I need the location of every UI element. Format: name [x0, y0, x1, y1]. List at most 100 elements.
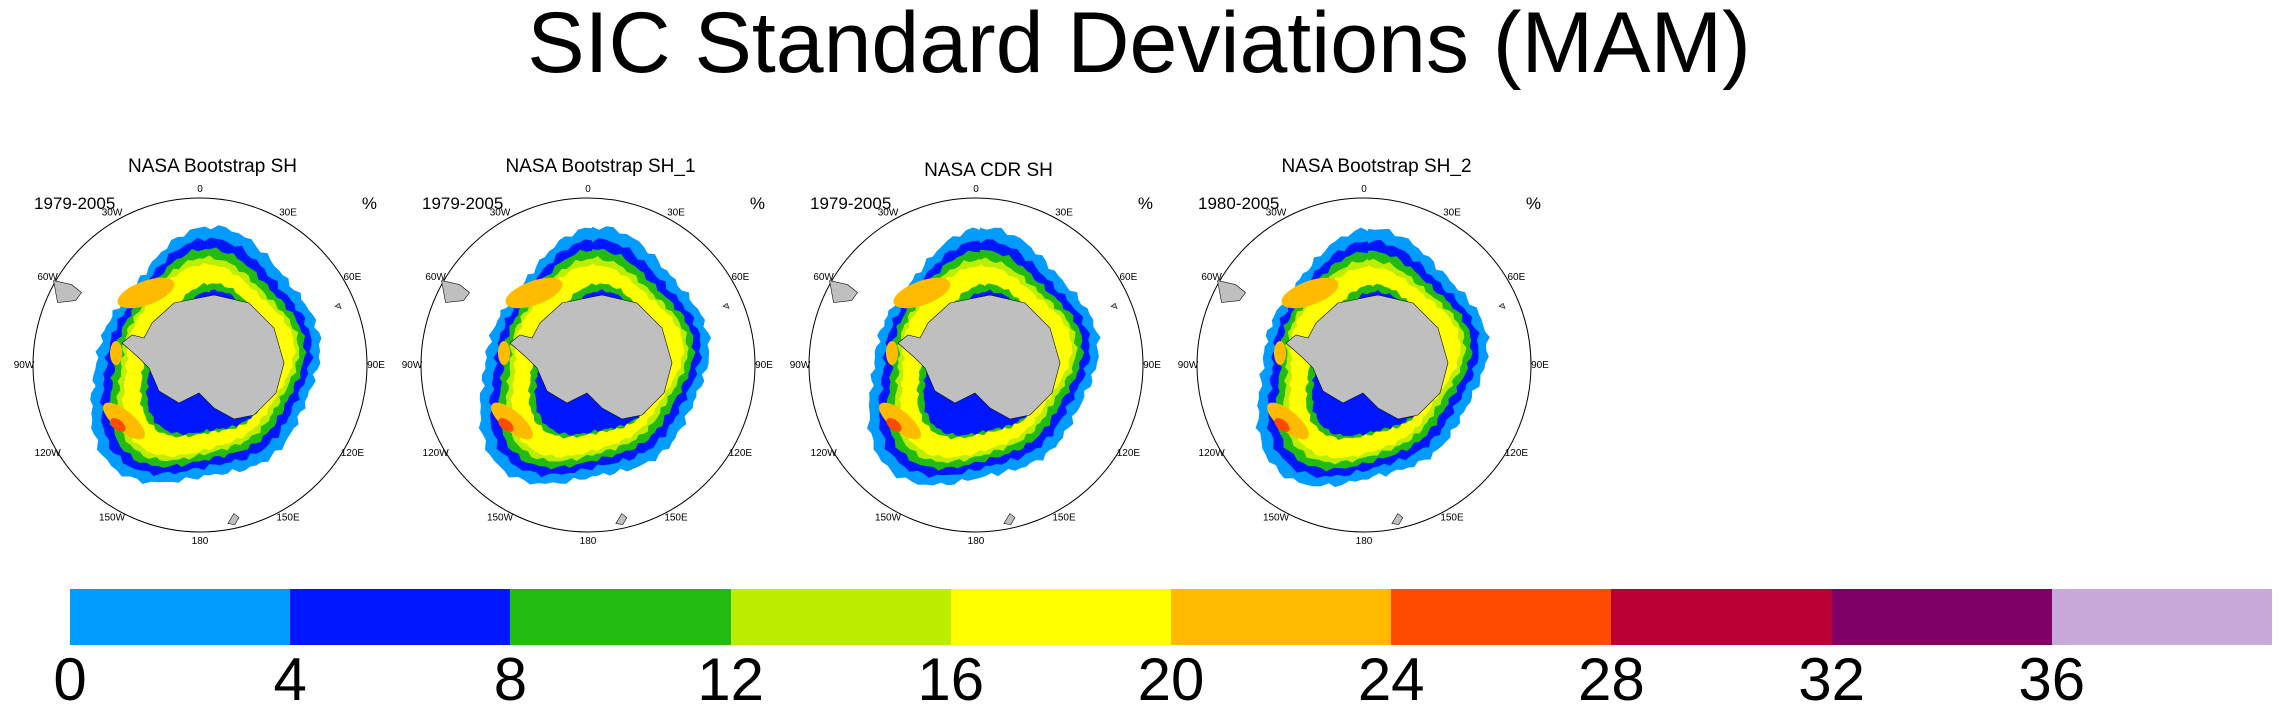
colorbar-tick-label: 32: [1798, 646, 1865, 713]
longitude-label: 120E: [341, 448, 365, 459]
longitude-label: 60E: [1508, 272, 1526, 283]
antarctica-land: [897, 294, 1061, 420]
map-panel-bootstrap-sh-1: NASA Bootstrap SH_1 1979-2005 % 0 30E 60E 9…: [402, 150, 793, 555]
longitude-label: 30E: [279, 208, 297, 219]
longitude-label: 30E: [1443, 208, 1461, 219]
longitude-label: 120W: [811, 448, 838, 459]
south-america-land: [1217, 280, 1246, 303]
kerguelen-island: [1110, 302, 1118, 309]
longitude-label: 150W: [99, 512, 126, 523]
south-america-land: [53, 280, 82, 303]
longitude-label: 180: [192, 536, 209, 547]
polar-stereographic-map: 0 30E 60E 90E 120E 150E 180 150W 120W 90W 60W 30W: [790, 184, 1162, 547]
longitude-label: 30E: [667, 208, 685, 219]
panel-period: 1979-2005: [422, 194, 504, 213]
longitude-label: 90W: [402, 360, 423, 371]
sea-ice-hotspot: [1281, 277, 1339, 309]
antarctica-land: [1285, 294, 1449, 420]
longitude-label: 60W: [37, 272, 58, 283]
panel-title: NASA Bootstrap SH_1: [505, 156, 696, 177]
panel-period: 1979-2005: [810, 194, 892, 213]
longitude-label: 90E: [1143, 360, 1161, 371]
longitude-label: 0: [585, 184, 591, 195]
sea-ice-hotspot: [103, 402, 145, 440]
polar-stereographic-map: 0 30E 60E 90E 120E 150E 180 150W 120W 90W 60W 30W: [1178, 184, 1550, 547]
sea-ice-hotspot: [498, 341, 510, 365]
colorbar-segment: [70, 589, 291, 645]
panel-units: %: [1137, 194, 1153, 213]
colorbar-segment: [290, 589, 511, 645]
panel-title: NASA CDR SH: [924, 160, 1053, 181]
longitude-label: 60W: [1201, 272, 1222, 283]
colorbar-tick-label: 0: [53, 646, 87, 713]
polar-stereographic-map: 0 30E 60E 90E 120E 150E 180 150W 120W 90W 60W 30W: [402, 184, 774, 547]
new-zealand-land: [615, 513, 628, 525]
antarctica-land: [509, 294, 673, 420]
colorbar-segment: [1831, 589, 2053, 645]
polar-stereographic-map: 0 30E 60E 90E 120E 150E 180 150W 120W 90W 60W 30W: [14, 184, 386, 547]
colorbar-tick-label: 28: [1578, 646, 1645, 713]
sea-ice-hotspot: [505, 277, 563, 309]
sea-ice-hotspot: [1274, 418, 1290, 432]
panel-title: NASA Bootstrap SH: [128, 156, 297, 177]
longitude-label: 150W: [487, 512, 514, 523]
panel-units: %: [361, 194, 377, 213]
colorbar-tick-label: 36: [2018, 646, 2086, 713]
sea-ice-hotspot: [110, 418, 126, 432]
colorbar-segment: [2051, 589, 2273, 645]
longitude-label: 150W: [1263, 512, 1290, 523]
longitude-label: 120E: [1505, 448, 1529, 459]
longitude-label: 30W: [490, 208, 511, 219]
south-america-land: [829, 280, 858, 303]
sea-ice-hotspot: [886, 341, 898, 365]
map-panel-bootstrap-sh: NASA Bootstrap SH 1979-2005 % 0 30E 60E 90E…: [14, 150, 405, 555]
colorbar-tick-label: 8: [493, 646, 528, 713]
longitude-label: 30W: [1266, 208, 1287, 219]
new-zealand-land: [1391, 513, 1404, 525]
new-zealand-land: [227, 513, 240, 525]
longitude-label: 0: [973, 184, 979, 195]
longitude-label: 90E: [1531, 360, 1549, 371]
longitude-label: 180: [580, 536, 597, 547]
sea-ice-hotspot: [1267, 402, 1309, 440]
longitude-label: 0: [1361, 184, 1367, 195]
panel-period: 1980-2005: [1198, 194, 1280, 213]
longitude-label: 180: [1356, 536, 1373, 547]
sea-ice-hotspot: [879, 402, 921, 440]
longitude-label: 120W: [1199, 448, 1226, 459]
longitude-label: 120W: [35, 448, 62, 459]
longitude-label: 120E: [729, 448, 753, 459]
kerguelen-island: [1498, 302, 1506, 309]
panel-units: %: [749, 194, 765, 213]
colorbar-segment: [510, 589, 732, 645]
new-zealand-land: [1003, 513, 1016, 525]
sea-ice-hotspot: [1274, 341, 1286, 365]
longitude-label: 0: [197, 184, 203, 195]
longitude-label: 150W: [875, 512, 902, 523]
kerguelen-island: [722, 302, 730, 309]
longitude-label: 30W: [878, 208, 899, 219]
colorbar-tick-label: 12: [697, 646, 764, 713]
colorbar-tick-label: 24: [1357, 646, 1425, 713]
panel-title: NASA Bootstrap SH_2: [1281, 156, 1472, 177]
longitude-label: 30E: [1055, 208, 1073, 219]
colorbar-tick-label: 16: [917, 646, 985, 713]
colorbar-segment: [1391, 589, 1612, 645]
longitude-label: 60W: [425, 272, 446, 283]
longitude-label: 90W: [14, 360, 35, 371]
colorbar-segment: [1171, 589, 1392, 645]
longitude-label: 90W: [1178, 360, 1199, 371]
sea-ice-hotspot: [893, 277, 951, 309]
longitude-label: 60W: [813, 272, 834, 283]
map-panel-bootstrap-sh-2: NASA Bootstrap SH_2 1980-2005 % 0 30E 60E 9…: [1178, 150, 1569, 555]
longitude-label: 90E: [367, 360, 385, 371]
longitude-label: 60E: [732, 272, 750, 283]
sea-ice-hotspot: [498, 418, 514, 432]
longitude-label: 60E: [344, 272, 362, 283]
colorbar: [70, 589, 2273, 645]
panel-period: 1979-2005: [34, 194, 116, 213]
map-panel-cdr-sh: NASA CDR SH 1979-2005 % 0 30E 60E 90E 120E 15…: [790, 150, 1181, 555]
sea-ice-hotspot: [886, 418, 902, 432]
colorbar-segment: [950, 589, 1172, 645]
longitude-label: 180: [968, 536, 985, 547]
